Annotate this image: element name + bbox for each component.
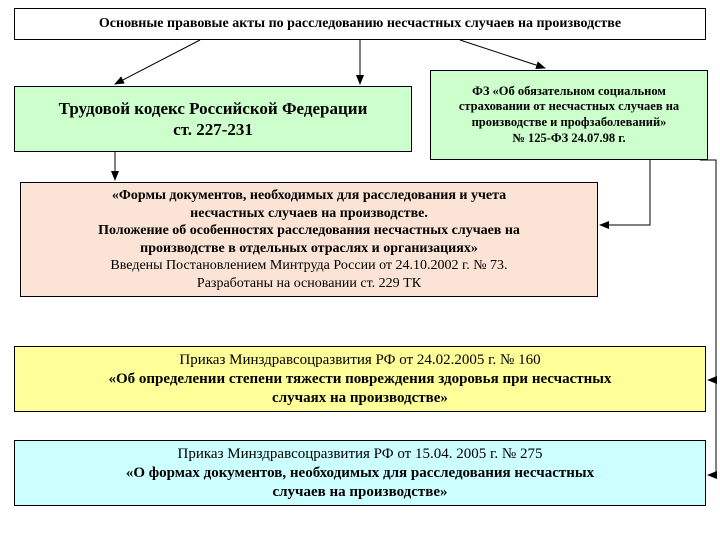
- labor-code-box: Трудовой кодекс Российской Федерации ст.…: [14, 86, 412, 152]
- orange-l4: производстве в отдельных отраслях и орга…: [140, 240, 478, 258]
- order-275-box: Приказ Минздравсоцразвития РФ от 15.04. …: [14, 440, 706, 506]
- orange-l1: «Формы документов, необходимых для рассл…: [112, 187, 506, 205]
- forms-regulation-box: «Формы документов, необходимых для рассл…: [20, 182, 598, 297]
- fl-line3: производстве и профзаболеваний»: [472, 115, 667, 131]
- yellow-l2: «Об определении степени тяжести поврежде…: [108, 370, 611, 389]
- orange-l6: Разработаны на основании ст. 229 ТК: [197, 275, 421, 293]
- orange-l2: несчастных случаев на производстве.: [190, 205, 428, 223]
- cyan-l3: случаев на производстве»: [272, 483, 447, 502]
- cyan-l1: Приказ Минздравсоцразвития РФ от 15.04. …: [177, 445, 542, 464]
- cyan-l2: «О формах документов, необходимых для ра…: [126, 464, 594, 483]
- labor-code-line2: ст. 227-231: [173, 119, 253, 140]
- fl-line2: страховании от несчастных случаев на: [459, 99, 679, 115]
- title-text: Основные правовые акты по расследованию …: [99, 15, 621, 33]
- order-160-box: Приказ Минздравсоцразвития РФ от 24.02.2…: [14, 346, 706, 412]
- fl-line1: ФЗ «Об обязательном социальном: [472, 84, 666, 100]
- labor-code-line1: Трудовой кодекс Российской Федерации: [59, 98, 368, 119]
- fl-line4: № 125-ФЗ 24.07.98 г.: [512, 131, 625, 147]
- federal-law-box: ФЗ «Об обязательном социальном страхован…: [430, 70, 708, 160]
- yellow-l1: Приказ Минздравсоцразвития РФ от 24.02.2…: [179, 351, 540, 370]
- orange-l5: Введены Постановлением Минтруда России о…: [110, 257, 507, 275]
- yellow-l3: случаях на производстве»: [272, 389, 448, 408]
- orange-l3: Положение об особенностях расследования …: [98, 222, 520, 240]
- title-box: Основные правовые акты по расследованию …: [14, 8, 706, 40]
